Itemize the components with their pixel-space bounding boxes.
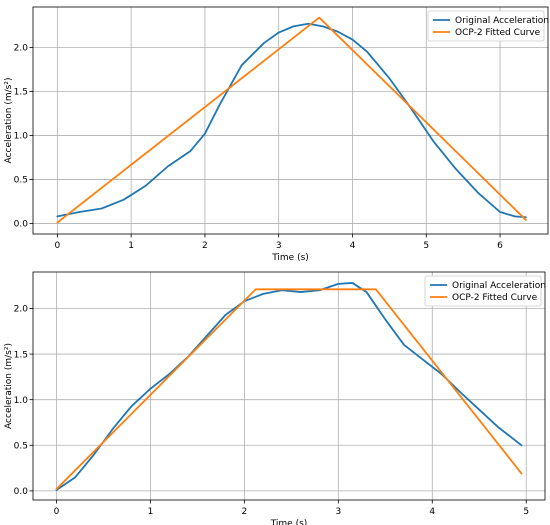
legend-label: Original Acceleration — [452, 281, 546, 291]
x-tick-label: 1 — [148, 507, 154, 517]
plot-frame — [32, 271, 546, 501]
x-tick-label: 5 — [523, 507, 529, 517]
series-line-original-acceleration — [56, 22, 527, 219]
x-tick-label: 2 — [202, 241, 208, 251]
y-tick-label: 2.0 — [14, 44, 29, 54]
y-tick-label: 0.0 — [14, 220, 29, 230]
legend-label: OCP-2 Fitted Curve — [455, 28, 541, 38]
series-line-original-acceleration — [55, 282, 523, 491]
legend-box — [427, 10, 545, 42]
x-tick-label: 4 — [350, 241, 356, 251]
plot-frame — [32, 6, 549, 235]
y-axis-label: Acceleration (m/s²) — [4, 343, 14, 429]
x-axis-label: Time (s) — [270, 519, 308, 525]
y-tick-label: 0.0 — [14, 487, 29, 497]
x-tick-label: 2 — [242, 507, 248, 517]
x-tick-label: 5 — [423, 241, 429, 251]
x-tick-label: 1 — [128, 241, 134, 251]
series-line-ocp2-fitted-curve — [56, 16, 527, 224]
x-tick-label: 0 — [54, 507, 60, 517]
y-tick-label: 0.5 — [14, 176, 28, 186]
x-tick-label: 0 — [54, 241, 60, 251]
legend-label: OCP-2 Fitted Curve — [452, 293, 538, 303]
y-tick-label: 0.5 — [14, 441, 28, 451]
legend-box — [424, 275, 542, 307]
bottom-chart: 0 1 2 3 4 5 0.0 0.5 1.0 1.5 2.0 Time (s) Acceleratio… — [4, 271, 546, 525]
y-tick-label: 2.0 — [14, 305, 29, 315]
legend-label: Original Acceleration — [455, 16, 549, 26]
top-chart: 0 1 2 3 4 5 6 0.0 0.5 1.0 1.5 2.0 Time (s) Accelerati… — [4, 6, 549, 263]
y-axis-label: Acceleration (m/s²) — [4, 78, 14, 164]
x-tick-label: 4 — [429, 507, 435, 517]
x-tick-label: 3 — [335, 507, 341, 517]
series-line-ocp2-fitted-curve — [55, 288, 523, 490]
x-tick-label: 3 — [276, 241, 282, 251]
x-axis-label: Time (s) — [271, 253, 309, 263]
y-tick-label: 1.0 — [14, 132, 29, 142]
y-tick-label: 1.5 — [14, 88, 28, 98]
x-tick-label: 6 — [497, 241, 503, 251]
y-tick-label: 1.5 — [14, 350, 28, 360]
y-tick-label: 1.0 — [14, 396, 29, 406]
